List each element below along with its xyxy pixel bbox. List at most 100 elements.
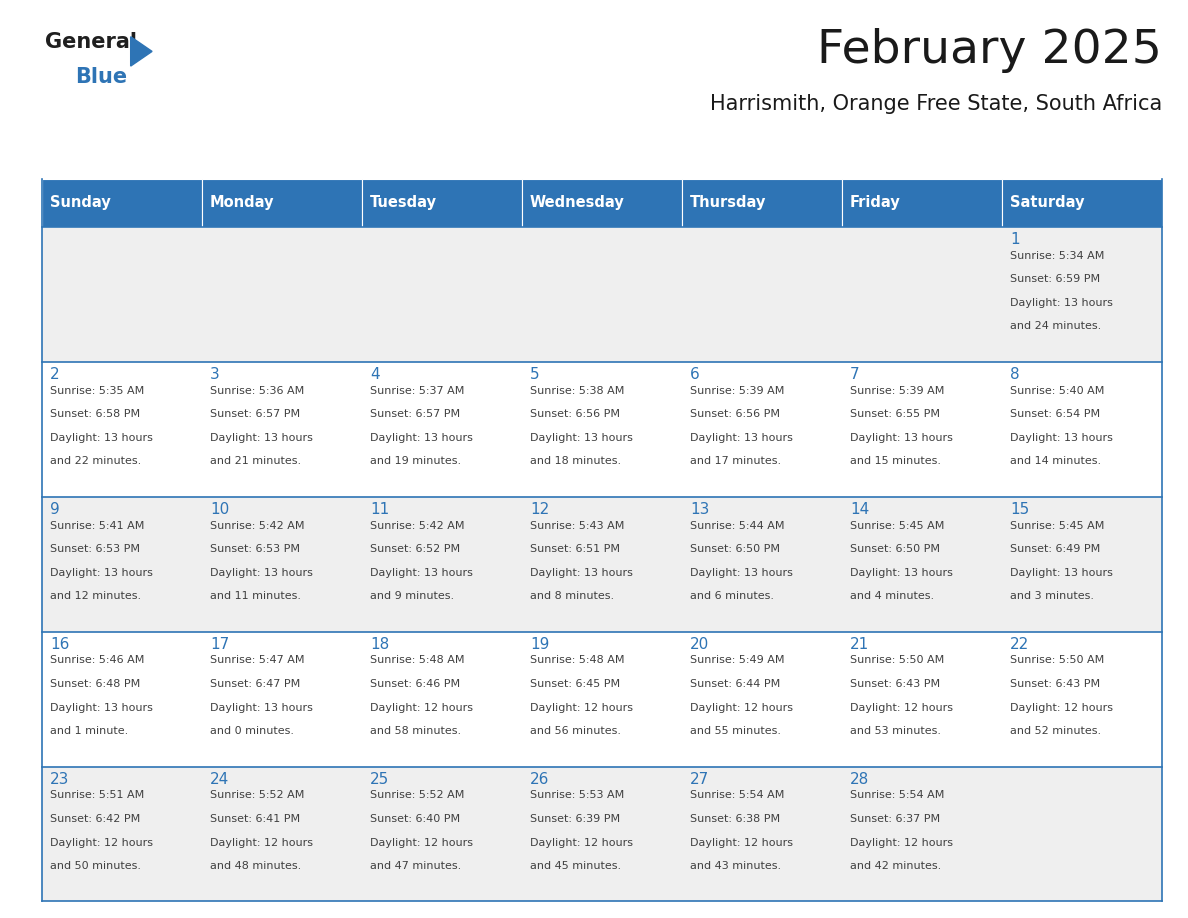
Text: Sunset: 6:50 PM: Sunset: 6:50 PM (851, 544, 940, 554)
Text: 21: 21 (851, 637, 870, 652)
Text: 16: 16 (50, 637, 69, 652)
Text: and 18 minutes.: and 18 minutes. (530, 456, 621, 466)
Text: Daylight: 13 hours: Daylight: 13 hours (50, 702, 153, 712)
Text: Sunrise: 5:54 AM: Sunrise: 5:54 AM (851, 790, 944, 800)
Text: Sunset: 6:47 PM: Sunset: 6:47 PM (210, 679, 301, 689)
Text: and 48 minutes.: and 48 minutes. (210, 861, 302, 871)
Text: Sunset: 6:37 PM: Sunset: 6:37 PM (851, 814, 940, 824)
Text: and 52 minutes.: and 52 minutes. (1010, 726, 1101, 736)
Bar (361, 227, 522, 362)
Bar (522, 362, 682, 497)
Text: Sunset: 6:54 PM: Sunset: 6:54 PM (1010, 409, 1100, 420)
Text: Daylight: 13 hours: Daylight: 13 hours (1010, 567, 1113, 577)
Bar (842, 179, 1001, 227)
Bar (522, 227, 682, 362)
Bar (361, 362, 522, 497)
Text: 9: 9 (50, 502, 59, 517)
Text: Friday: Friday (851, 196, 901, 210)
Text: and 8 minutes.: and 8 minutes. (530, 591, 614, 601)
Text: Daylight: 12 hours: Daylight: 12 hours (50, 837, 153, 847)
Text: and 50 minutes.: and 50 minutes. (50, 861, 141, 871)
Text: and 11 minutes.: and 11 minutes. (210, 591, 301, 601)
Bar (42, 632, 202, 767)
Bar (202, 179, 361, 227)
Bar (202, 767, 361, 901)
Text: 6: 6 (690, 367, 700, 382)
Text: and 47 minutes.: and 47 minutes. (369, 861, 461, 871)
Text: Sunrise: 5:48 AM: Sunrise: 5:48 AM (530, 655, 625, 666)
Text: Sunset: 6:48 PM: Sunset: 6:48 PM (50, 679, 140, 689)
Text: 27: 27 (690, 772, 709, 787)
Text: Tuesday: Tuesday (369, 196, 437, 210)
Text: and 15 minutes.: and 15 minutes. (851, 456, 941, 466)
Text: Sunset: 6:50 PM: Sunset: 6:50 PM (690, 544, 781, 554)
Text: Sunrise: 5:36 AM: Sunrise: 5:36 AM (210, 386, 304, 396)
Bar (842, 497, 1001, 632)
Text: and 6 minutes.: and 6 minutes. (690, 591, 775, 601)
Text: Sunset: 6:53 PM: Sunset: 6:53 PM (50, 544, 140, 554)
Text: Daylight: 13 hours: Daylight: 13 hours (530, 567, 633, 577)
Text: and 0 minutes.: and 0 minutes. (210, 726, 293, 736)
Text: Sunrise: 5:53 AM: Sunrise: 5:53 AM (530, 790, 624, 800)
Text: Sunrise: 5:44 AM: Sunrise: 5:44 AM (690, 521, 784, 531)
Bar (42, 227, 202, 362)
Text: Sunrise: 5:47 AM: Sunrise: 5:47 AM (210, 655, 304, 666)
Bar (1001, 362, 1162, 497)
Bar (522, 767, 682, 901)
Text: Daylight: 13 hours: Daylight: 13 hours (210, 702, 312, 712)
Polygon shape (131, 37, 152, 66)
Text: Daylight: 12 hours: Daylight: 12 hours (530, 702, 633, 712)
Text: and 56 minutes.: and 56 minutes. (530, 726, 621, 736)
Text: Daylight: 13 hours: Daylight: 13 hours (210, 567, 312, 577)
Text: and 9 minutes.: and 9 minutes. (369, 591, 454, 601)
Text: and 14 minutes.: and 14 minutes. (1010, 456, 1101, 466)
Text: Sunset: 6:43 PM: Sunset: 6:43 PM (1010, 679, 1100, 689)
Text: Sunrise: 5:40 AM: Sunrise: 5:40 AM (1010, 386, 1105, 396)
Text: 18: 18 (369, 637, 390, 652)
Text: Sunrise: 5:39 AM: Sunrise: 5:39 AM (690, 386, 784, 396)
Text: 3: 3 (210, 367, 220, 382)
Text: Daylight: 13 hours: Daylight: 13 hours (50, 432, 153, 442)
Text: Sunset: 6:40 PM: Sunset: 6:40 PM (369, 814, 460, 824)
Bar (682, 767, 842, 901)
Text: and 22 minutes.: and 22 minutes. (50, 456, 141, 466)
Text: 11: 11 (369, 502, 390, 517)
Bar (682, 227, 842, 362)
Bar (522, 632, 682, 767)
Bar (361, 767, 522, 901)
Text: Sunrise: 5:34 AM: Sunrise: 5:34 AM (1010, 251, 1105, 261)
Text: General: General (45, 32, 137, 52)
Text: Sunrise: 5:51 AM: Sunrise: 5:51 AM (50, 790, 144, 800)
Text: 5: 5 (530, 367, 539, 382)
Text: 28: 28 (851, 772, 870, 787)
Text: Sunset: 6:43 PM: Sunset: 6:43 PM (851, 679, 940, 689)
Bar (1001, 227, 1162, 362)
Text: Sunrise: 5:42 AM: Sunrise: 5:42 AM (369, 521, 465, 531)
Bar (842, 227, 1001, 362)
Bar (682, 179, 842, 227)
Bar (842, 632, 1001, 767)
Text: Daylight: 13 hours: Daylight: 13 hours (369, 432, 473, 442)
Text: 19: 19 (530, 637, 549, 652)
Text: Daylight: 12 hours: Daylight: 12 hours (530, 837, 633, 847)
Bar (1001, 632, 1162, 767)
Text: Sunrise: 5:52 AM: Sunrise: 5:52 AM (369, 790, 465, 800)
Text: Sunrise: 5:49 AM: Sunrise: 5:49 AM (690, 655, 784, 666)
Text: and 42 minutes.: and 42 minutes. (851, 861, 941, 871)
Text: Blue: Blue (75, 67, 127, 87)
Text: 7: 7 (851, 367, 860, 382)
Text: and 53 minutes.: and 53 minutes. (851, 726, 941, 736)
Bar (682, 362, 842, 497)
Text: and 19 minutes.: and 19 minutes. (369, 456, 461, 466)
Text: 23: 23 (50, 772, 69, 787)
Text: 22: 22 (1010, 637, 1029, 652)
Bar (202, 227, 361, 362)
Text: Sunrise: 5:38 AM: Sunrise: 5:38 AM (530, 386, 625, 396)
Text: Sunrise: 5:50 AM: Sunrise: 5:50 AM (851, 655, 944, 666)
Text: and 45 minutes.: and 45 minutes. (530, 861, 621, 871)
Text: 1: 1 (1010, 232, 1019, 247)
Text: Sunset: 6:53 PM: Sunset: 6:53 PM (210, 544, 299, 554)
Text: Daylight: 13 hours: Daylight: 13 hours (210, 432, 312, 442)
Text: Sunrise: 5:35 AM: Sunrise: 5:35 AM (50, 386, 144, 396)
Text: Sunset: 6:55 PM: Sunset: 6:55 PM (851, 409, 940, 420)
